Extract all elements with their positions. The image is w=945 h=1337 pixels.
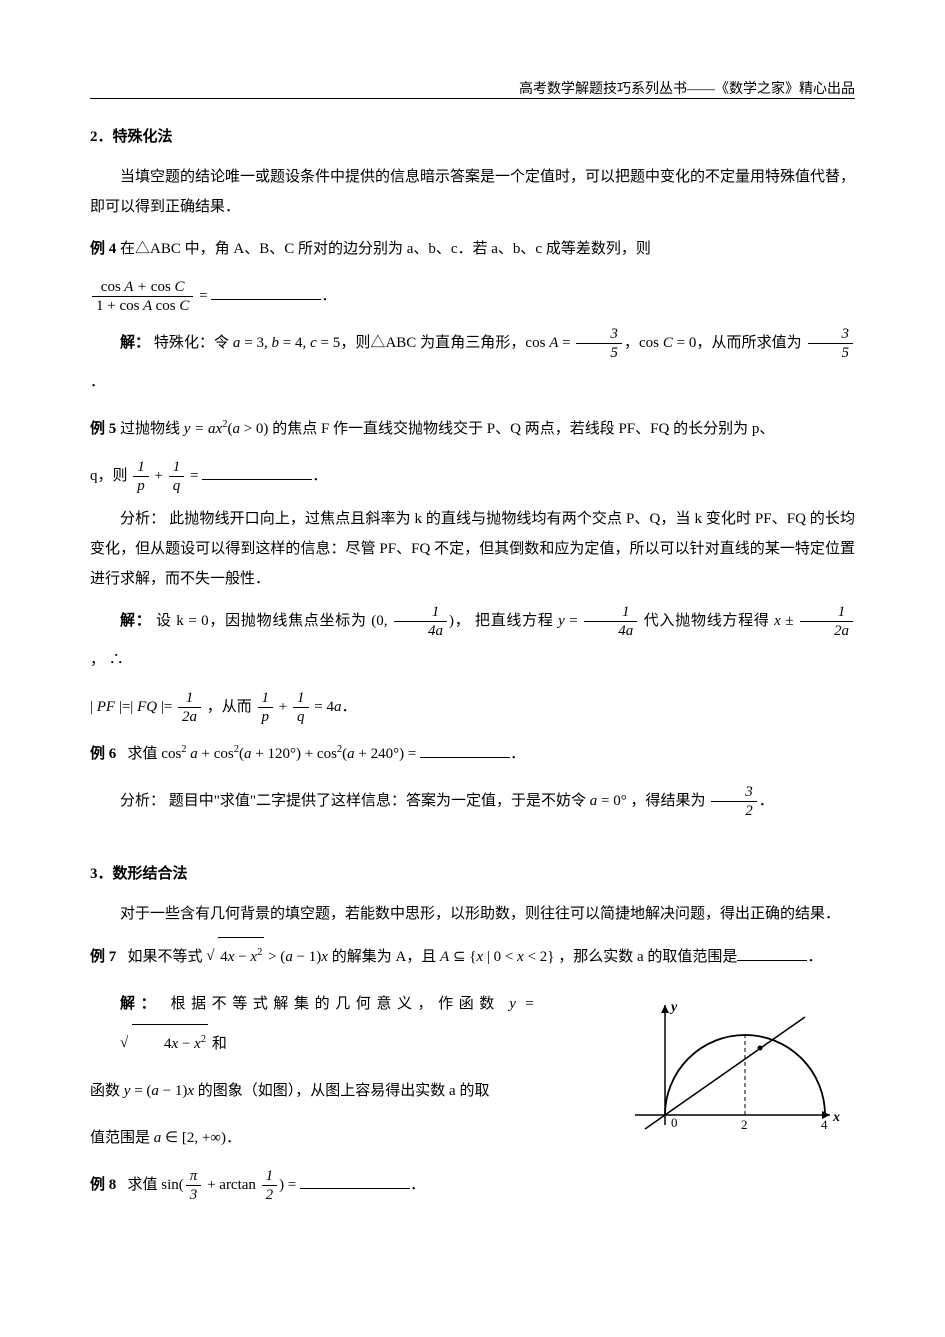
- sol-label-5: 解：: [120, 613, 151, 629]
- blank-5: [202, 462, 312, 480]
- example-7-text3: ，那么实数 a 的取值范围是: [558, 949, 737, 965]
- example-4-text: 在△ABC 中，角 A、B、C 所对的边分别为 a、b、c．若 a、b、c 成等…: [120, 241, 651, 257]
- example-5-analysis: 分析： 此抛物线开口向上，过焦点且斜率为 k 的直线与抛物线均有两个交点 P、Q…: [90, 504, 855, 594]
- example-6-label: 例 6: [90, 746, 116, 762]
- sol5-t3: 代入抛物线方程得: [644, 613, 770, 629]
- eq-sign: =: [199, 288, 211, 304]
- example-6-analysis: 分析： 题目中"求值"二字提供了这样信息：答案为一定值，于是不妨令 a = 0°…: [90, 782, 855, 821]
- example-7-sol-1: 解： 根据不等式解集的几何意义，作函数 y = 4x − x2 和: [90, 985, 534, 1064]
- section-3-intro: 对于一些含有几何背景的填空题，若能数中思形，以形助数，则往往可以简捷地解决问题，…: [90, 899, 855, 929]
- example-7-solution-area: 解： 根据不等式解集的几何意义，作函数 y = 4x − x2 和 函数 y =…: [90, 985, 855, 1158]
- example-8-text1: 求值: [128, 1177, 158, 1193]
- section-2-title: 2．特殊化法: [90, 122, 855, 152]
- example-8-label: 例 8: [90, 1177, 116, 1193]
- example-5-text3: q，则: [90, 468, 128, 484]
- sol7-t4: 的图象（如图），从图上容易得出实数 a 的取: [198, 1083, 490, 1099]
- example-5-line2: q，则 1p + 1q = ．: [90, 457, 855, 496]
- analysis-label-5: 分析：: [120, 511, 165, 527]
- sol-text-4a: 特殊化：令: [154, 335, 229, 351]
- example-5-text1: 过抛物线: [120, 421, 180, 437]
- sol5-t4: ，从而: [207, 699, 252, 715]
- sol5-t2: 把直线方程: [475, 613, 554, 629]
- example-4-solution: 解： 特殊化：令 a = 3, b = 4, c = 5，则△ABC 为直角三角…: [90, 324, 855, 402]
- example-5-solution-2: | PF |=| FQ |= 12a ，从而 1p + 1q = 4a．: [90, 688, 855, 727]
- example-8: 例 8 求值 sin(π3 + arctan 12) = ．: [90, 1166, 855, 1205]
- example-7: 例 7 如果不等式 4x − x2 > (a − 1)x 的解集为 A，且 A …: [90, 937, 855, 977]
- sol7-t5: 值范围是: [90, 1130, 150, 1146]
- blank-7: [737, 943, 807, 961]
- example-7-text2: 的解集为 A，且: [332, 949, 437, 965]
- example-4-label: 例 4: [90, 241, 116, 257]
- svg-text:0: 0: [671, 1115, 678, 1130]
- blank-8: [300, 1171, 410, 1189]
- example-5: 例 5 过抛物线 y = ax2(a > 0) 的焦点 F 作一直线交抛物线交于…: [90, 410, 855, 449]
- svg-text:y: y: [669, 1000, 678, 1015]
- example-7-text1: 如果不等式: [128, 949, 203, 965]
- analysis-text-6: 题目中"求值"二字提供了这样信息：答案为一定值，于是不妨令: [169, 793, 586, 809]
- header-rule: [90, 98, 855, 99]
- analysis-text-5: 此抛物线开口向上，过焦点且斜率为 k 的直线与抛物线均有两个交点 P、Q，当 k…: [90, 511, 855, 587]
- sol7-t1: 根据不等式解集的几何意义，作函数: [171, 996, 500, 1012]
- sol7-t3: 函数: [90, 1083, 120, 1099]
- page-body: 2．特殊化法 当填空题的结论唯一或题设条件中提供的信息暗示答案是一个定值时，可以…: [90, 122, 855, 1205]
- sol7-t2: 和: [212, 1036, 227, 1052]
- sol5-t1: 设 k = 0，因抛物线焦点坐标为: [156, 613, 367, 629]
- example-5-solution: 解： 设 k = 0，因抛物线焦点坐标为 (0, 14a)， 把直线方程 y =…: [90, 602, 855, 680]
- sol-label-7: 解：: [120, 996, 161, 1012]
- svg-text:4: 4: [821, 1117, 828, 1132]
- analysis-text-6b: ，得结果为: [630, 793, 705, 809]
- section-3-title: 3．数形结合法: [90, 859, 855, 889]
- page-header: 高考数学解题技巧系列丛书——《数学之家》精心出品: [519, 76, 855, 104]
- blank-4: [211, 282, 321, 300]
- sol-label-4: 解：: [120, 335, 150, 351]
- example-6: 例 6 求值 cos2 a + cos2(a + 120°) + cos2(a …: [90, 735, 855, 774]
- example-7-graph: 0 2 4 x y: [625, 995, 845, 1140]
- example-4-formula: cos A + cos C 1 + cos A cos C = ．: [90, 277, 855, 316]
- example-7-sol-3: 值范围是 a ∈ [2, +∞)．: [90, 1119, 534, 1158]
- svg-text:2: 2: [741, 1117, 748, 1132]
- example-7-label: 例 7: [90, 949, 116, 965]
- example-5-label: 例 5: [90, 421, 116, 437]
- example-7-sol-2: 函数 y = (a − 1)x 的图象（如图），从图上容易得出实数 a 的取: [90, 1072, 534, 1111]
- example-5-text2: 的焦点 F 作一直线交抛物线交于 P、Q 两点，若线段 PF、FQ 的长分别为 …: [272, 421, 774, 437]
- example-6-text1: 求值: [128, 746, 158, 762]
- svg-text:x: x: [832, 1110, 840, 1125]
- analysis-label-6: 分析：: [120, 793, 165, 809]
- example-4: 例 4 在△ABC 中，角 A、B、C 所对的边分别为 a、b、c．若 a、b、…: [90, 230, 855, 269]
- section-2-intro: 当填空题的结论唯一或题设条件中提供的信息暗示答案是一个定值时，可以把题中变化的不…: [90, 162, 855, 222]
- blank-6: [420, 740, 510, 758]
